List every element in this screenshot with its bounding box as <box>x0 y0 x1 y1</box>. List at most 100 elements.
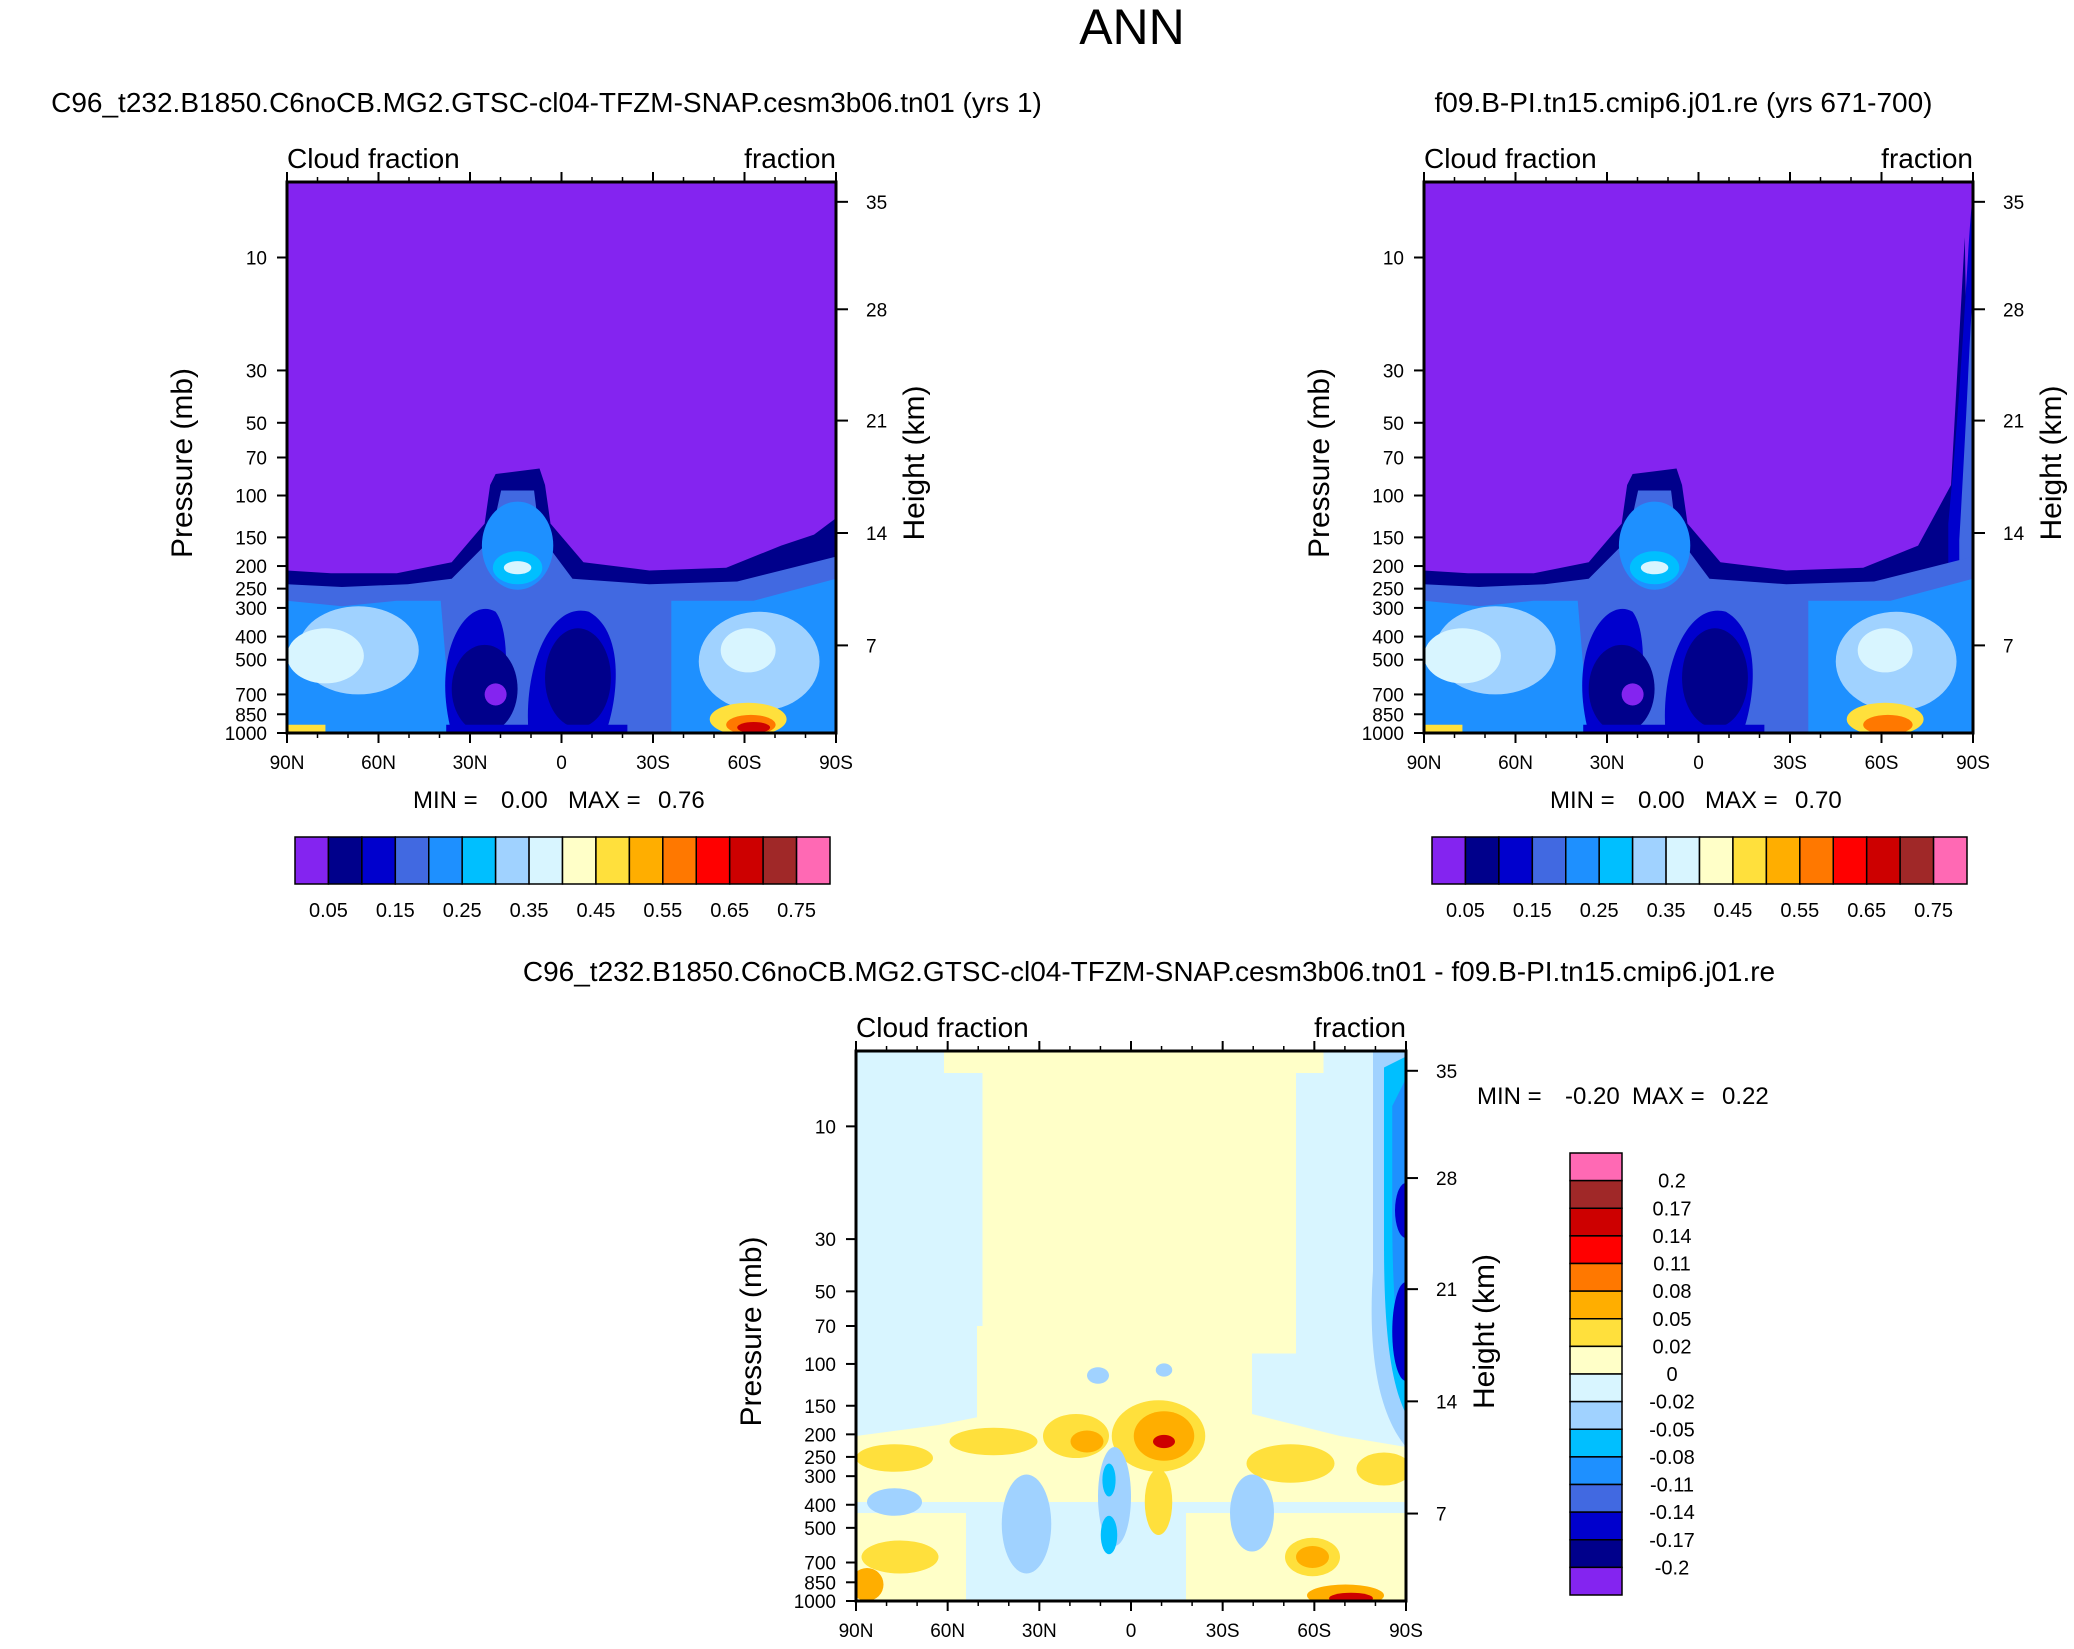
y-tick-label: 400 <box>1372 628 1404 649</box>
colorbar-swatch <box>795 836 831 885</box>
min-value: 0.00 <box>501 787 548 814</box>
y-tick-label: 50 <box>815 1282 836 1303</box>
colorbar-label: -0.08 <box>1649 1447 1695 1469</box>
colorbar-swatch <box>762 836 798 885</box>
colorbar-swatch <box>294 836 330 885</box>
y-axis-label: Pressure (mb) <box>1303 368 1336 558</box>
contour-band <box>1682 628 1748 728</box>
y-right-tick-label: 21 <box>2003 412 2024 433</box>
x-tick-label: 60S <box>1297 1621 1331 1642</box>
colorbar-swatch <box>1569 1318 1623 1348</box>
contour-band <box>1296 1546 1329 1568</box>
colorbar: 0.2 0.17 0.14 0.11 0.08 0.05 0.02 0 -0.02 -0.05 -0… <box>1569 1152 1695 1596</box>
min-label: MIN = <box>1550 787 1615 814</box>
colorbar-label: 0.55 <box>1780 900 1819 922</box>
y-tick-label: 400 <box>235 628 267 649</box>
colorbar: 0.05 0.15 0.25 0.35 0.45 0.55 0.65 0.75 <box>1431 836 1968 922</box>
max-value: 0.76 <box>658 787 705 814</box>
y-tick-label: 100 <box>804 1355 836 1376</box>
contour-band <box>1583 724 1765 733</box>
colorbar-label: 0.75 <box>1914 900 1953 922</box>
y-right-tick-label: 35 <box>1436 1062 1457 1083</box>
y-right-axis-label: Height (km) <box>2035 385 2068 540</box>
contour-band <box>1395 1183 1406 1238</box>
max-value: 0.70 <box>1795 787 1842 814</box>
y-tick-label: 100 <box>235 487 267 508</box>
panel-difference: C96_t232.B1850.C6noCB.MG2.GTSC-cl04-TFZM… <box>523 956 1775 1642</box>
colorbar-label: 0.2 <box>1658 1171 1686 1193</box>
colorbar-swatch <box>1569 1566 1623 1596</box>
y-tick-label: 200 <box>804 1425 836 1446</box>
y-tick-label: 300 <box>235 599 267 620</box>
min-value: -0.20 <box>1565 1083 1620 1110</box>
y-tick-label: 700 <box>235 685 267 706</box>
colorbar-swatch <box>1565 836 1600 885</box>
y-tick-label: 500 <box>804 1519 836 1540</box>
contour-band <box>451 644 518 733</box>
x-tick-label: 90N <box>1407 753 1442 774</box>
y-tick-label: 10 <box>815 1117 836 1138</box>
colorbar-swatch <box>1569 1400 1623 1430</box>
colorbar-swatch <box>1732 836 1768 885</box>
contour-band <box>861 1540 939 1574</box>
contour-band <box>484 683 507 706</box>
y-tick-label: 70 <box>815 1317 836 1338</box>
min-max-stats: MIN = -0.20 MAX = 0.22 <box>1477 1083 1769 1110</box>
y-tick-label: 10 <box>1383 248 1404 269</box>
min-max-stats: MIN = 0.00 MAX = 0.70 <box>1550 787 1842 814</box>
contour-band <box>287 724 326 733</box>
y-axis-label: Pressure (mb) <box>735 1236 768 1426</box>
colorbar-swatch <box>1569 1456 1623 1486</box>
colorbar-swatch <box>595 836 631 885</box>
colorbar-swatch <box>1598 836 1634 885</box>
y-axis-label: Pressure (mb) <box>166 368 199 558</box>
colorbar-swatch <box>1569 1290 1623 1320</box>
colorbar-label: 0.45 <box>576 900 615 922</box>
contour-band <box>856 1444 933 1472</box>
y-tick-label: 200 <box>235 557 267 578</box>
contour-band <box>1087 1367 1109 1384</box>
top-left-label: Cloud fraction <box>856 1012 1029 1043</box>
colorbar-swatch <box>494 836 530 885</box>
colorbar-swatch <box>728 836 764 885</box>
contour-band <box>503 561 532 575</box>
y-tick-label: 400 <box>804 1496 836 1517</box>
x-tick-label: 60N <box>361 753 396 774</box>
y-right-tick-label: 7 <box>2003 636 2014 657</box>
colorbar-swatch <box>1569 1373 1623 1403</box>
y-tick-label: 850 <box>235 705 267 726</box>
contour-band <box>944 1051 1324 1425</box>
contour-band <box>1588 644 1655 733</box>
x-tick-label: 0 <box>1693 753 1704 774</box>
colorbar-swatch <box>1569 1511 1623 1541</box>
top-right-label: fraction <box>744 143 836 174</box>
contour-band <box>1329 1592 1373 1601</box>
y-right-tick-label: 21 <box>866 412 887 433</box>
x-tick-label: 30N <box>1590 753 1625 774</box>
contour-band <box>446 724 628 733</box>
x-tick-label: 60S <box>1865 753 1899 774</box>
x-tick-label: 0 <box>1126 1621 1137 1642</box>
y-right-tick-label: 35 <box>2003 193 2024 214</box>
colorbar-label: 0.65 <box>1847 900 1886 922</box>
x-tick-label: 60N <box>1498 753 1533 774</box>
colorbar-swatch <box>1498 836 1534 885</box>
colorbar-label: 0.25 <box>443 900 482 922</box>
colorbar-label: -0.02 <box>1649 1392 1695 1414</box>
y-right-tick-label: 28 <box>1436 1169 1457 1190</box>
colorbar-label: 0.05 <box>1653 1309 1692 1331</box>
y-right-tick-label: 14 <box>866 524 888 545</box>
contour-band <box>949 1427 1038 1456</box>
y-tick-label: 500 <box>1372 651 1404 672</box>
colorbar-swatch <box>461 836 497 885</box>
top-left-label: Cloud fraction <box>287 143 460 174</box>
colorbar-swatch <box>1464 836 1500 885</box>
y-tick-label: 30 <box>1383 361 1404 382</box>
colorbar-swatch <box>1799 836 1834 885</box>
min-max-stats: MIN = 0.00 MAX = 0.76 <box>413 787 705 814</box>
x-tick-label: 90S <box>1389 1621 1423 1642</box>
y-tick-label: 250 <box>1372 580 1404 601</box>
contour-band <box>1100 1515 1118 1555</box>
colorbar-label: 0.15 <box>1513 900 1552 922</box>
